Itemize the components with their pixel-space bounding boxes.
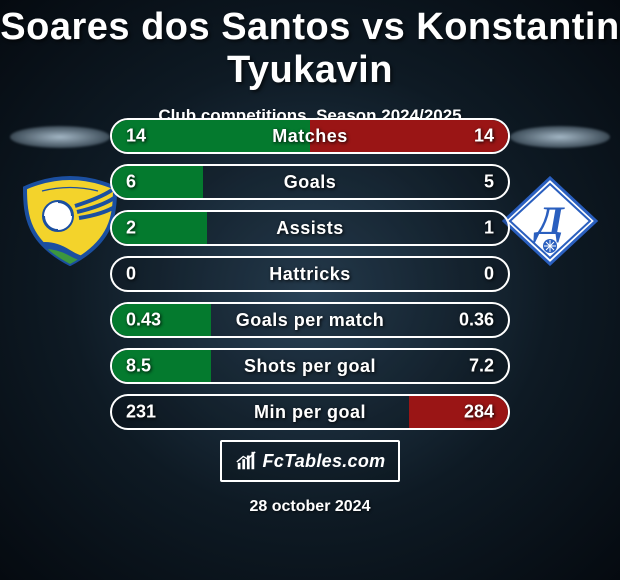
stat-value-right: 5 xyxy=(484,172,494,193)
stat-value-right: 0 xyxy=(484,264,494,285)
team-left-badge xyxy=(20,176,120,266)
stat-value-left: 6 xyxy=(126,172,136,193)
player-right-spotlight xyxy=(510,126,610,148)
stat-label: Goals per match xyxy=(236,310,385,331)
stat-value-left: 0.43 xyxy=(126,310,161,331)
stat-row: 8.5 Shots per goal 7.2 xyxy=(110,348,510,384)
stat-label: Shots per goal xyxy=(244,356,376,377)
stat-row: 0 Hattricks 0 xyxy=(110,256,510,292)
stat-value-right: 0.36 xyxy=(459,310,494,331)
player-left-spotlight xyxy=(10,126,110,148)
stat-label: Goals xyxy=(284,172,337,193)
team-right-badge: Д xyxy=(500,176,600,266)
stat-value-right: 14 xyxy=(474,126,494,147)
stat-label: Min per goal xyxy=(254,402,366,423)
chart-icon xyxy=(235,450,257,472)
stat-value-left: 14 xyxy=(126,126,146,147)
stat-row: 231 Min per goal 284 xyxy=(110,394,510,430)
stat-pill: 6 Goals 5 xyxy=(110,164,510,200)
stat-label: Hattricks xyxy=(269,264,351,285)
stat-value-right: 284 xyxy=(464,402,494,423)
brand-badge: FcTables.com xyxy=(220,440,400,482)
stat-label: Matches xyxy=(272,126,348,147)
stat-pill: 8.5 Shots per goal 7.2 xyxy=(110,348,510,384)
stats-column: 14 Matches 14 6 Goals 5 2 Assists 1 0 Hattricks 0 0.… xyxy=(110,118,510,440)
stat-value-right: 7.2 xyxy=(469,356,494,377)
stat-value-right: 1 xyxy=(484,218,494,239)
stat-pill: 14 Matches 14 xyxy=(110,118,510,154)
stat-pill: 231 Min per goal 284 xyxy=(110,394,510,430)
page-title: Soares dos Santos vs Konstantin Tyukavin xyxy=(0,0,620,92)
footer-date: 28 october 2024 xyxy=(0,498,620,516)
stat-pill: 0.43 Goals per match 0.36 xyxy=(110,302,510,338)
stat-value-left: 231 xyxy=(126,402,156,423)
svg-text:Д: Д xyxy=(532,198,565,243)
stat-row: 2 Assists 1 xyxy=(110,210,510,246)
stat-row: 6 Goals 5 xyxy=(110,164,510,200)
stat-pill: 0 Hattricks 0 xyxy=(110,256,510,292)
stat-pill: 2 Assists 1 xyxy=(110,210,510,246)
stat-label: Assists xyxy=(276,218,344,239)
stat-row: 0.43 Goals per match 0.36 xyxy=(110,302,510,338)
stat-row: 14 Matches 14 xyxy=(110,118,510,154)
stat-value-left: 2 xyxy=(126,218,136,239)
stat-value-left: 0 xyxy=(126,264,136,285)
stat-value-left: 8.5 xyxy=(126,356,151,377)
brand-text: FcTables.com xyxy=(263,451,386,472)
